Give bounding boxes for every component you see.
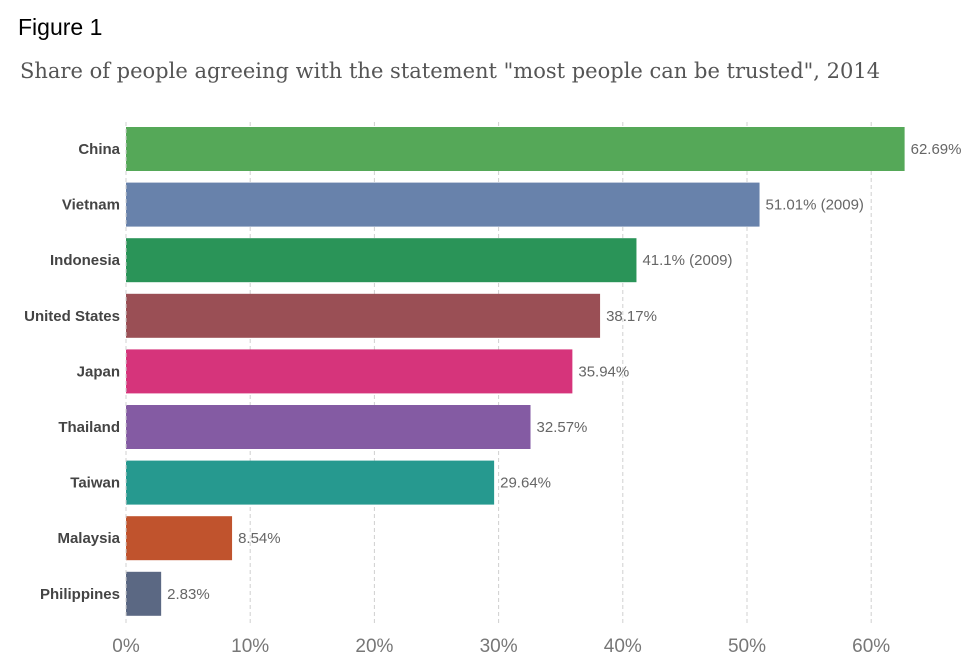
category-label: Indonesia	[50, 252, 121, 269]
x-tick-label: 30%	[480, 636, 518, 657]
category-label: China	[78, 141, 120, 158]
bar-thailand	[126, 405, 531, 449]
data-label: 35.94%	[578, 363, 629, 380]
data-label: 51.01% (2009)	[766, 197, 864, 214]
chart-title: Share of people agreeing with the statem…	[20, 59, 881, 83]
category-label: Japan	[77, 363, 120, 380]
bar-malaysia	[126, 516, 233, 561]
category-label: Taiwan	[70, 475, 120, 492]
x-tick-label: 50%	[728, 636, 766, 657]
category-label: Thailand	[58, 419, 120, 436]
figure-label: Figure 1	[18, 14, 103, 40]
bar-philippines	[126, 571, 162, 616]
data-label: 2.83%	[167, 586, 210, 603]
bar-vietnam	[126, 182, 760, 227]
bar-indonesia	[126, 238, 637, 283]
bar-japan	[126, 349, 573, 394]
x-tick-label: 10%	[231, 636, 269, 657]
category-label: Malaysia	[57, 530, 120, 547]
x-tick-label: 20%	[355, 636, 393, 657]
data-label: 8.54%	[238, 530, 281, 547]
category-label: Vietnam	[62, 197, 120, 214]
data-label: 41.1% (2009)	[642, 252, 732, 269]
category-label: United States	[24, 308, 120, 325]
category-label: Philippines	[40, 586, 120, 603]
data-label: 62.69%	[911, 141, 962, 158]
data-label: 38.17%	[606, 308, 657, 325]
bar-china	[126, 127, 905, 171]
bar-taiwan	[126, 460, 495, 505]
x-tick-label: 40%	[604, 636, 642, 657]
data-label: 32.57%	[537, 419, 588, 436]
x-tick-label: 60%	[852, 636, 890, 657]
bar-united-states	[126, 293, 601, 338]
data-label: 29.64%	[500, 475, 551, 492]
x-tick-label: 0%	[112, 636, 140, 657]
